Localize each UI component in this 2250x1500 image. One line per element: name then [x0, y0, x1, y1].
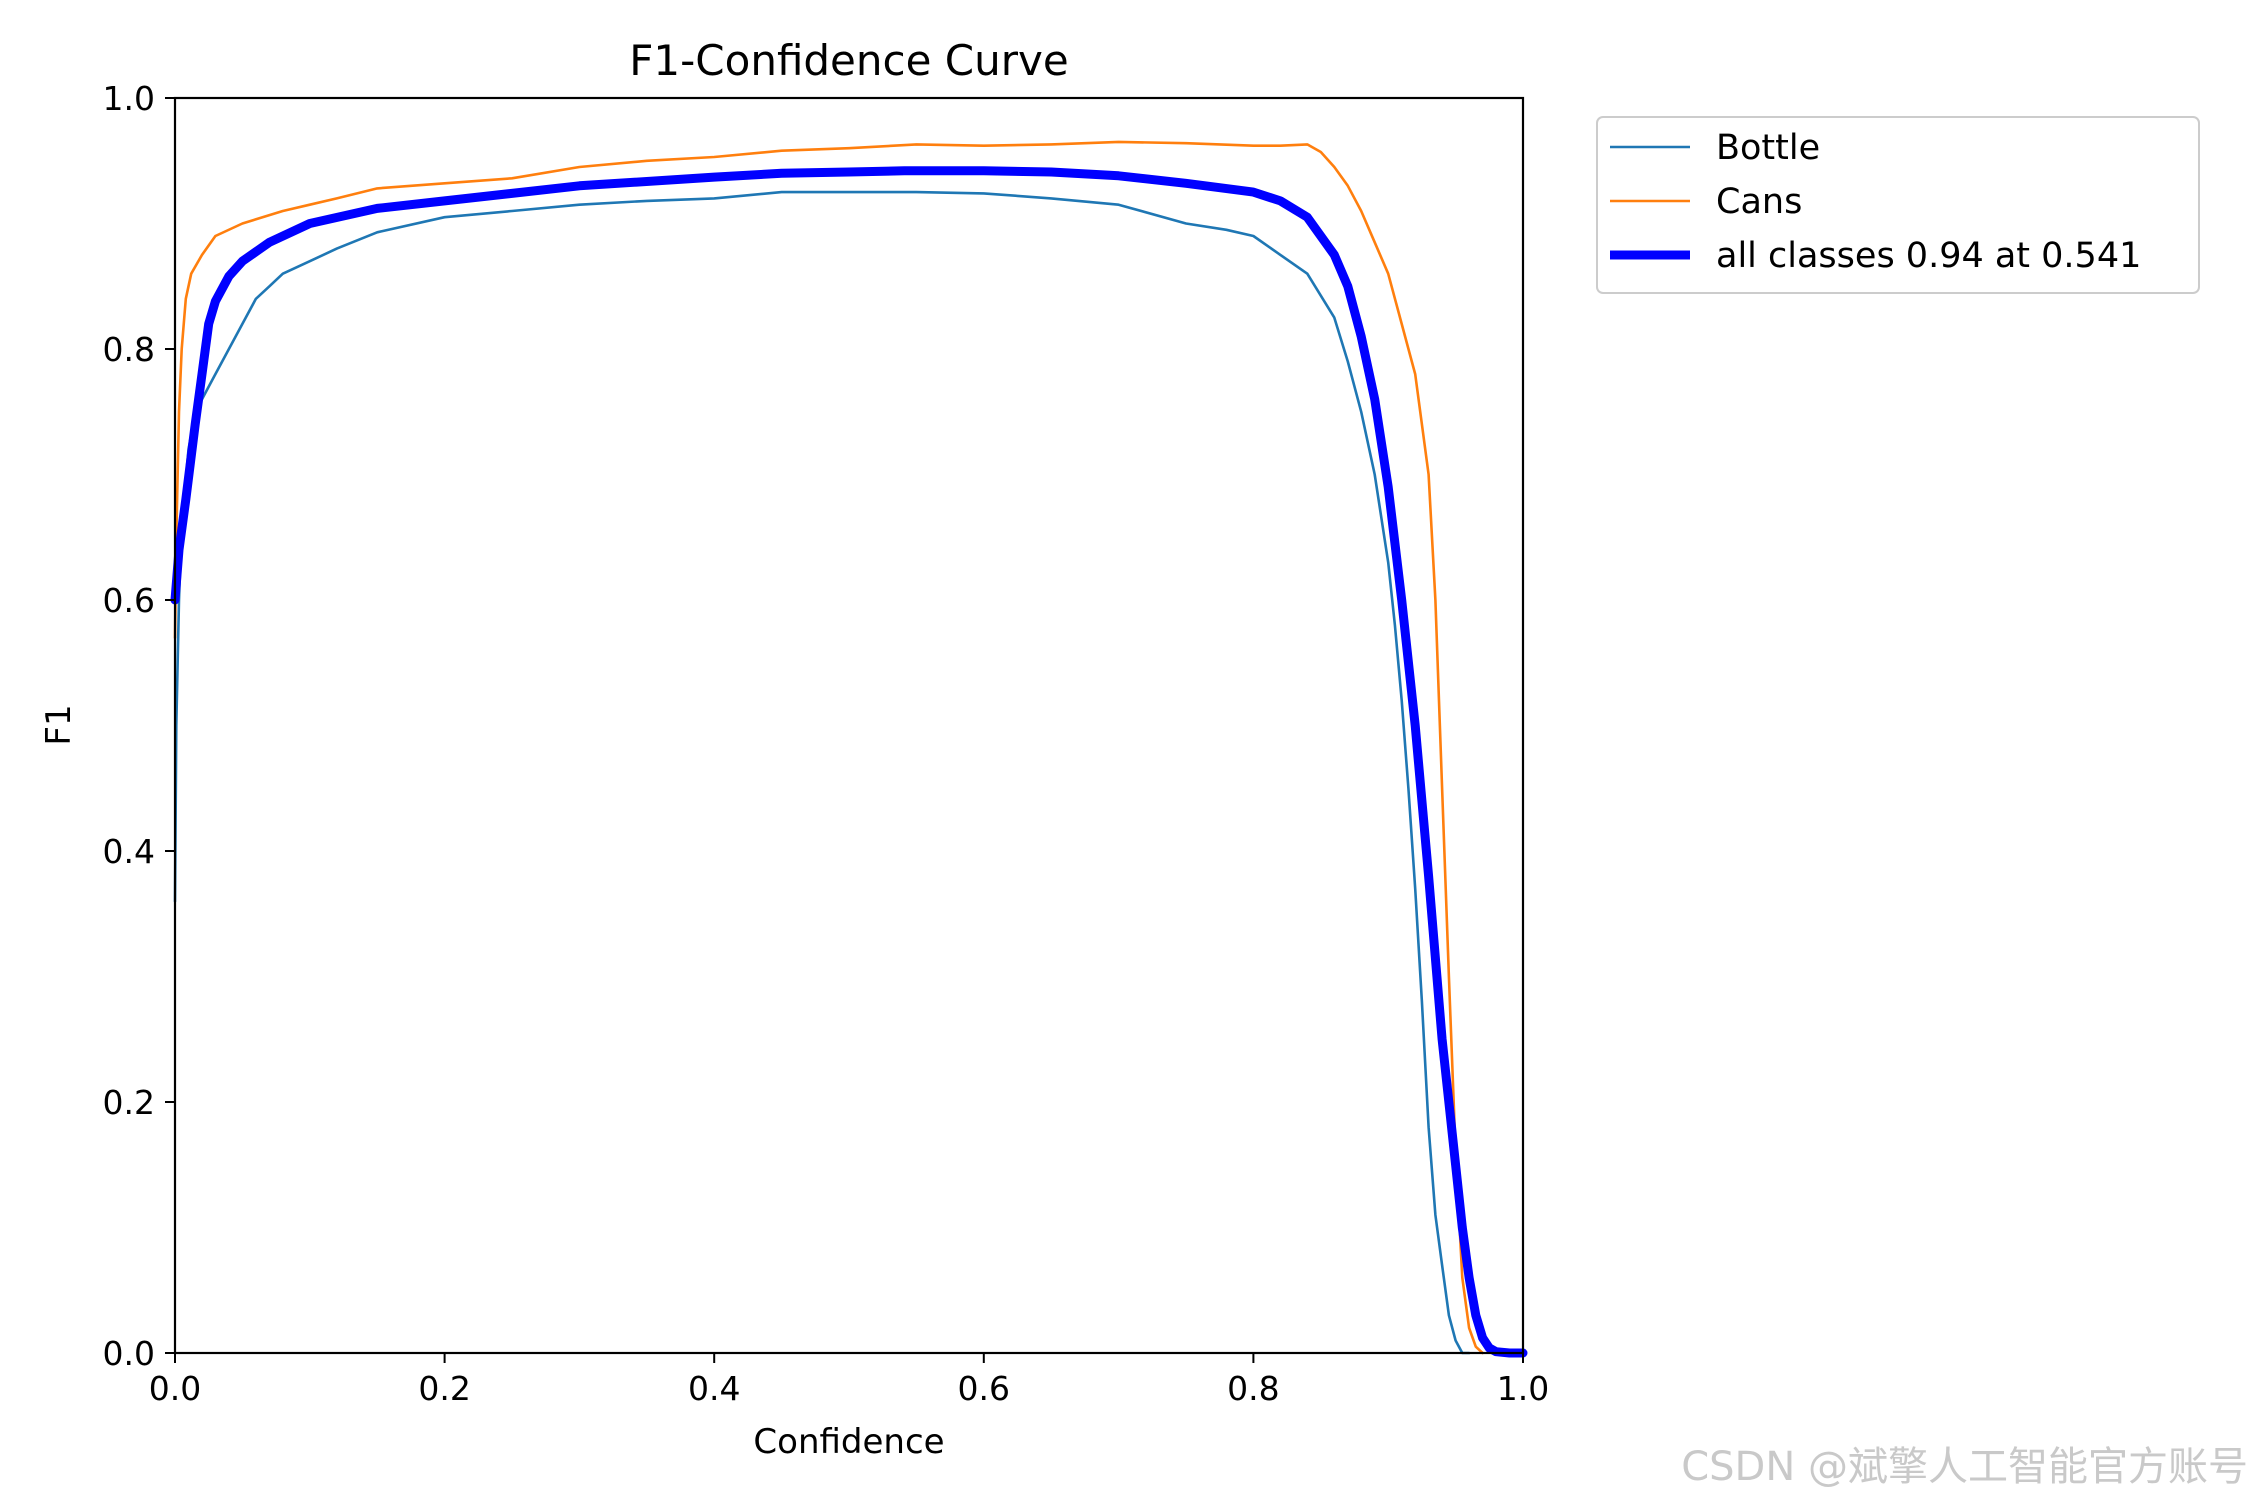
- x-tick-label: 0.0: [149, 1369, 201, 1408]
- chart-title: F1-Confidence Curve: [629, 36, 1068, 85]
- x-tick-label: 0.6: [958, 1369, 1010, 1408]
- legend-box: [1596, 116, 2200, 294]
- legend-label: Cans: [1716, 182, 1802, 222]
- y-tick-label: 0.0: [103, 1334, 155, 1373]
- series-line-bottle: [173, 190, 1471, 1355]
- watermark-text: CSDN @斌擎人工智能官方账号: [1681, 1444, 2248, 1490]
- y-axis-title: F1: [39, 704, 79, 745]
- legend-label: Bottle: [1716, 128, 1820, 168]
- x-tick-label: 0.8: [1227, 1369, 1279, 1408]
- x-axis-ticks: 0.0 0.2 0.4 0.6 0.8 1.0: [149, 1353, 1549, 1408]
- y-tick-label: 1.0: [103, 79, 155, 118]
- x-tick-label: 0.4: [688, 1369, 740, 1408]
- plot-frame: [173, 96, 1525, 1355]
- x-axis-title: Confidence: [753, 1422, 944, 1462]
- legend-label: all classes 0.94 at 0.541: [1716, 236, 2141, 276]
- y-tick-label: 0.6: [103, 581, 155, 620]
- legend: Bottle Cans all classes 0.94 at 0.541: [1596, 116, 2200, 294]
- y-tick-label: 0.2: [103, 1083, 155, 1122]
- y-tick-label: 0.8: [103, 330, 155, 369]
- series-line-cans: [173, 140, 1484, 1355]
- y-tick-label: 0.4: [103, 832, 155, 871]
- y-axis-ticks: 0.0 0.2 0.4 0.6 0.8 1.0: [103, 79, 175, 1373]
- series-line-all: [170, 166, 1528, 1358]
- x-tick-label: 1.0: [1497, 1369, 1549, 1408]
- series-group: [170, 140, 1528, 1358]
- x-tick-label: 0.2: [418, 1369, 470, 1408]
